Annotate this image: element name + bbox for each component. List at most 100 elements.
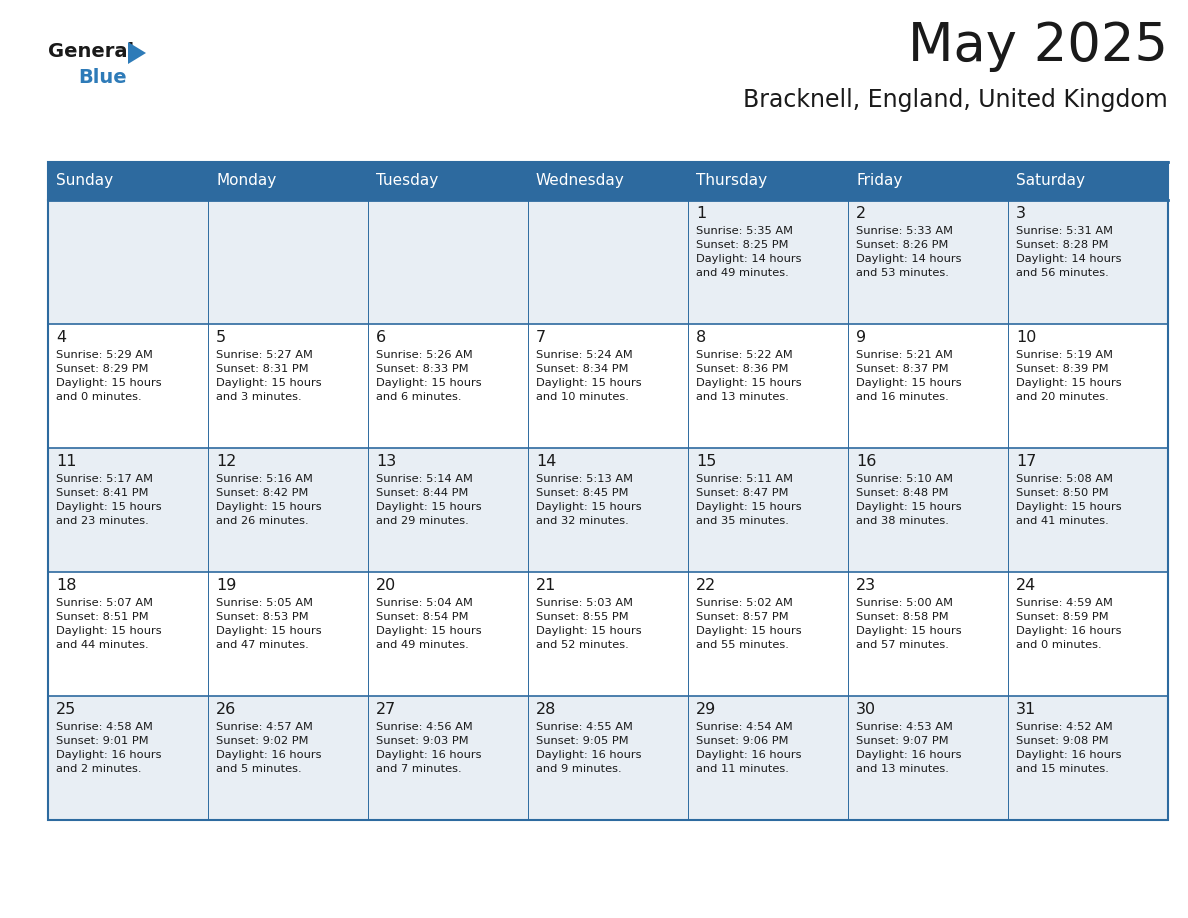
Bar	[48, 696, 208, 820]
Bar	[848, 162, 1007, 200]
Text: 19: 19	[216, 578, 236, 593]
Text: Sunrise: 5:17 AM
Sunset: 8:41 PM
Daylight: 15 hours
and 23 minutes.: Sunrise: 5:17 AM Sunset: 8:41 PM Dayligh…	[56, 474, 162, 526]
Text: 5: 5	[216, 330, 226, 345]
Text: Sunrise: 5:03 AM
Sunset: 8:55 PM
Daylight: 15 hours
and 52 minutes.: Sunrise: 5:03 AM Sunset: 8:55 PM Dayligh…	[536, 598, 642, 650]
Text: Bracknell, England, United Kingdom: Bracknell, England, United Kingdom	[744, 88, 1168, 112]
Bar	[208, 200, 368, 324]
Text: Blue: Blue	[78, 68, 127, 87]
Bar	[208, 572, 368, 696]
Bar	[527, 448, 688, 572]
Text: 27: 27	[375, 702, 397, 717]
Bar	[848, 324, 1007, 448]
Text: 6: 6	[375, 330, 386, 345]
Text: Sunrise: 4:59 AM
Sunset: 8:59 PM
Daylight: 16 hours
and 0 minutes.: Sunrise: 4:59 AM Sunset: 8:59 PM Dayligh…	[1016, 598, 1121, 650]
Text: Sunrise: 5:22 AM
Sunset: 8:36 PM
Daylight: 15 hours
and 13 minutes.: Sunrise: 5:22 AM Sunset: 8:36 PM Dayligh…	[696, 350, 802, 402]
Text: 29: 29	[696, 702, 716, 717]
Text: Sunrise: 5:11 AM
Sunset: 8:47 PM
Daylight: 15 hours
and 35 minutes.: Sunrise: 5:11 AM Sunset: 8:47 PM Dayligh…	[696, 474, 802, 526]
Text: Thursday: Thursday	[696, 174, 767, 188]
Bar	[848, 200, 1007, 324]
Text: 20: 20	[375, 578, 397, 593]
Bar	[527, 696, 688, 820]
Text: 25: 25	[56, 702, 76, 717]
Text: 1: 1	[696, 206, 706, 221]
Text: Friday: Friday	[857, 174, 903, 188]
Text: 31: 31	[1016, 702, 1036, 717]
Bar	[848, 448, 1007, 572]
Text: Sunrise: 5:19 AM
Sunset: 8:39 PM
Daylight: 15 hours
and 20 minutes.: Sunrise: 5:19 AM Sunset: 8:39 PM Dayligh…	[1016, 350, 1121, 402]
Bar	[688, 448, 848, 572]
Text: 7: 7	[536, 330, 546, 345]
Bar	[368, 448, 527, 572]
Text: May 2025: May 2025	[908, 20, 1168, 72]
Bar	[368, 696, 527, 820]
Bar	[48, 162, 208, 200]
Text: Sunrise: 5:02 AM
Sunset: 8:57 PM
Daylight: 15 hours
and 55 minutes.: Sunrise: 5:02 AM Sunset: 8:57 PM Dayligh…	[696, 598, 802, 650]
Bar	[208, 162, 368, 200]
Text: Sunrise: 5:07 AM
Sunset: 8:51 PM
Daylight: 15 hours
and 44 minutes.: Sunrise: 5:07 AM Sunset: 8:51 PM Dayligh…	[56, 598, 162, 650]
Bar	[48, 448, 208, 572]
Text: 16: 16	[857, 454, 877, 469]
Text: Sunrise: 5:14 AM
Sunset: 8:44 PM
Daylight: 15 hours
and 29 minutes.: Sunrise: 5:14 AM Sunset: 8:44 PM Dayligh…	[375, 474, 481, 526]
Text: Saturday: Saturday	[1016, 174, 1085, 188]
Text: Sunrise: 4:53 AM
Sunset: 9:07 PM
Daylight: 16 hours
and 13 minutes.: Sunrise: 4:53 AM Sunset: 9:07 PM Dayligh…	[857, 722, 961, 774]
Text: Sunrise: 5:10 AM
Sunset: 8:48 PM
Daylight: 15 hours
and 38 minutes.: Sunrise: 5:10 AM Sunset: 8:48 PM Dayligh…	[857, 474, 961, 526]
Text: 4: 4	[56, 330, 67, 345]
Text: 12: 12	[216, 454, 236, 469]
Text: General: General	[48, 42, 134, 61]
Bar	[368, 162, 527, 200]
Bar	[48, 324, 208, 448]
Bar	[688, 200, 848, 324]
Text: Sunrise: 4:57 AM
Sunset: 9:02 PM
Daylight: 16 hours
and 5 minutes.: Sunrise: 4:57 AM Sunset: 9:02 PM Dayligh…	[216, 722, 322, 774]
Text: Sunrise: 5:08 AM
Sunset: 8:50 PM
Daylight: 15 hours
and 41 minutes.: Sunrise: 5:08 AM Sunset: 8:50 PM Dayligh…	[1016, 474, 1121, 526]
Polygon shape	[128, 42, 146, 64]
Text: Sunrise: 5:16 AM
Sunset: 8:42 PM
Daylight: 15 hours
and 26 minutes.: Sunrise: 5:16 AM Sunset: 8:42 PM Dayligh…	[216, 474, 322, 526]
Bar	[1007, 162, 1168, 200]
Bar	[1007, 200, 1168, 324]
Text: 24: 24	[1016, 578, 1036, 593]
Bar	[688, 696, 848, 820]
Bar	[208, 324, 368, 448]
Bar	[208, 448, 368, 572]
Text: Sunrise: 5:33 AM
Sunset: 8:26 PM
Daylight: 14 hours
and 53 minutes.: Sunrise: 5:33 AM Sunset: 8:26 PM Dayligh…	[857, 226, 961, 278]
Text: Sunrise: 5:00 AM
Sunset: 8:58 PM
Daylight: 15 hours
and 57 minutes.: Sunrise: 5:00 AM Sunset: 8:58 PM Dayligh…	[857, 598, 961, 650]
Text: 15: 15	[696, 454, 716, 469]
Text: Tuesday: Tuesday	[375, 174, 438, 188]
Bar	[48, 200, 208, 324]
Text: 11: 11	[56, 454, 76, 469]
Text: Sunrise: 5:29 AM
Sunset: 8:29 PM
Daylight: 15 hours
and 0 minutes.: Sunrise: 5:29 AM Sunset: 8:29 PM Dayligh…	[56, 350, 162, 402]
Text: 8: 8	[696, 330, 706, 345]
Text: 13: 13	[375, 454, 397, 469]
Bar	[688, 162, 848, 200]
Text: Sunrise: 5:24 AM
Sunset: 8:34 PM
Daylight: 15 hours
and 10 minutes.: Sunrise: 5:24 AM Sunset: 8:34 PM Dayligh…	[536, 350, 642, 402]
Text: Sunrise: 5:26 AM
Sunset: 8:33 PM
Daylight: 15 hours
and 6 minutes.: Sunrise: 5:26 AM Sunset: 8:33 PM Dayligh…	[375, 350, 481, 402]
Bar	[848, 572, 1007, 696]
Bar	[527, 324, 688, 448]
Bar	[1007, 324, 1168, 448]
Text: Sunrise: 5:21 AM
Sunset: 8:37 PM
Daylight: 15 hours
and 16 minutes.: Sunrise: 5:21 AM Sunset: 8:37 PM Dayligh…	[857, 350, 961, 402]
Text: 18: 18	[56, 578, 76, 593]
Bar	[208, 696, 368, 820]
Text: 17: 17	[1016, 454, 1036, 469]
Text: Sunday: Sunday	[56, 174, 113, 188]
Text: Sunrise: 5:04 AM
Sunset: 8:54 PM
Daylight: 15 hours
and 49 minutes.: Sunrise: 5:04 AM Sunset: 8:54 PM Dayligh…	[375, 598, 481, 650]
Text: 9: 9	[857, 330, 866, 345]
Text: Sunrise: 4:58 AM
Sunset: 9:01 PM
Daylight: 16 hours
and 2 minutes.: Sunrise: 4:58 AM Sunset: 9:01 PM Dayligh…	[56, 722, 162, 774]
Text: Sunrise: 5:35 AM
Sunset: 8:25 PM
Daylight: 14 hours
and 49 minutes.: Sunrise: 5:35 AM Sunset: 8:25 PM Dayligh…	[696, 226, 802, 278]
Bar	[1007, 448, 1168, 572]
Text: 26: 26	[216, 702, 236, 717]
Text: 2: 2	[857, 206, 866, 221]
Text: 3: 3	[1016, 206, 1026, 221]
Text: 30: 30	[857, 702, 876, 717]
Bar	[48, 572, 208, 696]
Text: Sunrise: 4:54 AM
Sunset: 9:06 PM
Daylight: 16 hours
and 11 minutes.: Sunrise: 4:54 AM Sunset: 9:06 PM Dayligh…	[696, 722, 802, 774]
Bar	[527, 572, 688, 696]
Text: 21: 21	[536, 578, 556, 593]
Text: Sunrise: 5:27 AM
Sunset: 8:31 PM
Daylight: 15 hours
and 3 minutes.: Sunrise: 5:27 AM Sunset: 8:31 PM Dayligh…	[216, 350, 322, 402]
Text: Sunrise: 4:52 AM
Sunset: 9:08 PM
Daylight: 16 hours
and 15 minutes.: Sunrise: 4:52 AM Sunset: 9:08 PM Dayligh…	[1016, 722, 1121, 774]
Bar	[527, 200, 688, 324]
Bar	[848, 696, 1007, 820]
Bar	[1007, 696, 1168, 820]
Bar	[527, 162, 688, 200]
Bar	[688, 572, 848, 696]
Text: 28: 28	[536, 702, 556, 717]
